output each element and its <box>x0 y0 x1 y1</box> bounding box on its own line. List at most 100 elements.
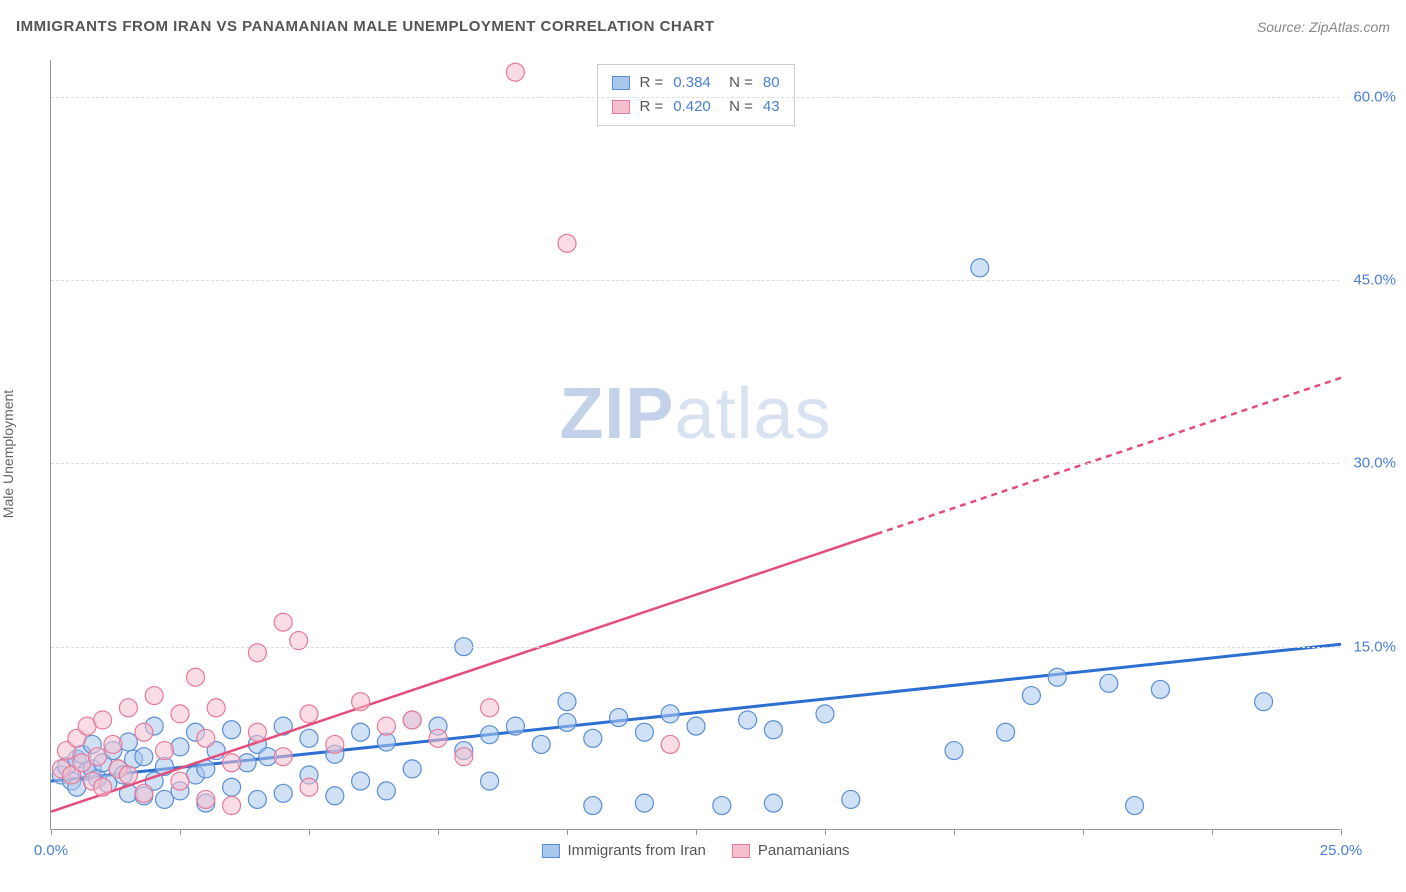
point-panamanians <box>171 772 189 790</box>
legend-item-panamanians: Panamanians <box>732 842 850 859</box>
point-panamanians <box>326 735 344 753</box>
point-iran <box>687 717 705 735</box>
point-iran <box>1048 668 1066 686</box>
point-iran <box>971 259 989 277</box>
legend-r-value: 0.384 <box>673 71 711 95</box>
point-iran <box>661 705 679 723</box>
y-tick-label: 45.0% <box>1353 272 1396 289</box>
x-tick-label: 0.0% <box>34 842 68 859</box>
point-iran <box>481 772 499 790</box>
legend-r-value: 0.420 <box>673 95 711 119</box>
point-iran <box>558 713 576 731</box>
point-panamanians <box>352 693 370 711</box>
point-iran <box>1255 693 1273 711</box>
y-tick-label: 15.0% <box>1353 638 1396 655</box>
point-panamanians <box>94 711 112 729</box>
y-tick-label: 60.0% <box>1353 88 1396 105</box>
point-iran <box>403 760 421 778</box>
point-iran <box>352 772 370 790</box>
point-panamanians <box>171 705 189 723</box>
point-iran <box>1126 797 1144 815</box>
point-panamanians <box>135 723 153 741</box>
point-panamanians <box>223 754 241 772</box>
point-panamanians <box>156 742 174 760</box>
legend-swatch-iran <box>541 844 559 858</box>
x-tick <box>1083 829 1084 835</box>
x-tick <box>309 829 310 835</box>
point-iran <box>764 721 782 739</box>
point-iran <box>764 794 782 812</box>
point-iran <box>1022 687 1040 705</box>
point-iran <box>532 735 550 753</box>
point-iran <box>635 794 653 812</box>
point-panamanians <box>429 729 447 747</box>
point-iran <box>135 748 153 766</box>
y-tick-label: 30.0% <box>1353 455 1396 472</box>
legend-series: Immigrants from Iran Panamanians <box>541 842 849 859</box>
legend-correlation: R = 0.384 N = 80R = 0.420 N = 43 <box>596 64 794 126</box>
point-iran <box>558 693 576 711</box>
legend-n-label: N = <box>721 95 753 119</box>
point-panamanians <box>207 699 225 717</box>
gridline <box>51 280 1340 281</box>
point-panamanians <box>88 748 106 766</box>
legend-r-label: R = <box>639 71 663 95</box>
point-panamanians <box>274 748 292 766</box>
point-iran <box>635 723 653 741</box>
x-tick <box>954 829 955 835</box>
point-panamanians <box>186 668 204 686</box>
trend-line-panamanians <box>51 534 877 812</box>
point-iran <box>274 784 292 802</box>
point-iran <box>713 797 731 815</box>
point-panamanians <box>558 234 576 252</box>
legend-row-panamanians: R = 0.420 N = 43 <box>611 95 779 119</box>
legend-label: Immigrants from Iran <box>567 842 705 859</box>
legend-row-iran: R = 0.384 N = 80 <box>611 71 779 95</box>
y-axis-label: Male Unemployment <box>0 390 16 518</box>
point-iran <box>997 723 1015 741</box>
point-panamanians <box>300 705 318 723</box>
plot-svg <box>51 60 1340 829</box>
point-panamanians <box>300 778 318 796</box>
point-panamanians <box>119 766 137 784</box>
point-panamanians <box>104 735 122 753</box>
point-iran <box>326 787 344 805</box>
point-panamanians <box>377 717 395 735</box>
legend-swatch-iran <box>611 76 629 90</box>
x-tick <box>51 829 52 835</box>
point-iran <box>842 790 860 808</box>
legend-n-label: N = <box>721 71 753 95</box>
legend-n-value: 43 <box>763 95 780 119</box>
point-panamanians <box>481 699 499 717</box>
point-iran <box>248 790 266 808</box>
point-iran <box>506 717 524 735</box>
point-panamanians <box>506 63 524 81</box>
point-iran <box>1100 674 1118 692</box>
plot-area: ZIPatlas R = 0.384 N = 80R = 0.420 N = 4… <box>50 60 1340 830</box>
point-panamanians <box>94 778 112 796</box>
point-panamanians <box>119 699 137 717</box>
gridline <box>51 463 1340 464</box>
point-iran <box>584 797 602 815</box>
point-panamanians <box>197 790 215 808</box>
x-tick <box>696 829 697 835</box>
point-iran <box>945 742 963 760</box>
point-iran <box>223 778 241 796</box>
legend-r-label: R = <box>639 95 663 119</box>
x-tick <box>1212 829 1213 835</box>
point-iran <box>816 705 834 723</box>
legend-swatch-panamanians <box>732 844 750 858</box>
gridline <box>51 647 1340 648</box>
x-tick <box>180 829 181 835</box>
point-iran <box>352 723 370 741</box>
point-iran <box>377 782 395 800</box>
x-tick <box>438 829 439 835</box>
legend-item-iran: Immigrants from Iran <box>541 842 705 859</box>
legend-swatch-panamanians <box>611 100 629 114</box>
point-panamanians <box>403 711 421 729</box>
point-panamanians <box>135 784 153 802</box>
x-tick <box>825 829 826 835</box>
legend-n-value: 80 <box>763 71 780 95</box>
point-panamanians <box>274 613 292 631</box>
point-panamanians <box>197 729 215 747</box>
